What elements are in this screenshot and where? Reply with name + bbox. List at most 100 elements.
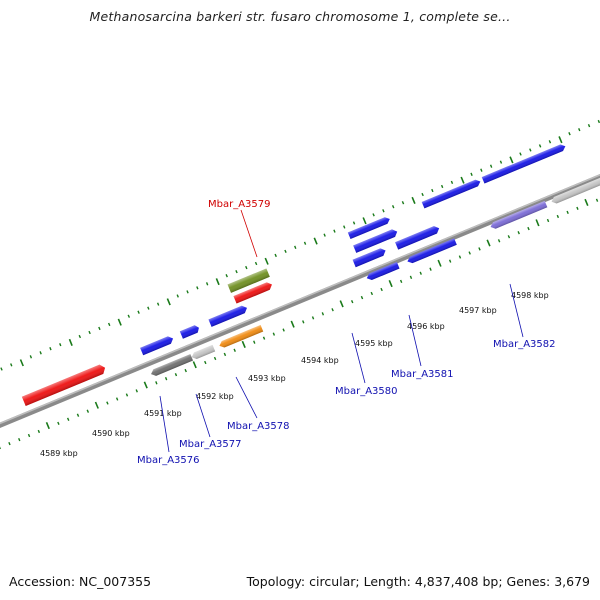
minor-tick <box>343 225 346 229</box>
minor-tick <box>225 274 228 278</box>
major-tick <box>339 300 344 308</box>
minor-tick <box>529 148 532 152</box>
kbp-label: 4595 kbp <box>355 339 393 348</box>
minor-tick <box>294 245 297 249</box>
minor-tick <box>538 144 542 148</box>
leader-lines <box>159 209 524 453</box>
gene-label-mbar-a3576[interactable]: Mbar_A3576 <box>137 455 200 466</box>
minor-tick <box>431 188 434 193</box>
major-tick <box>362 217 367 225</box>
minor-tick <box>284 249 287 253</box>
kbp-label: 4589 kbp <box>40 449 78 458</box>
gene-mbar-a3576[interactable] <box>150 354 194 377</box>
minor-tick <box>370 291 374 296</box>
gene-forward-strand[interactable] <box>21 363 107 407</box>
minor-tick <box>429 267 432 271</box>
minor-tick <box>98 326 101 331</box>
outer-tick-row <box>0 119 600 371</box>
gene-mbar-a3579[interactable] <box>233 281 273 304</box>
minor-tick <box>49 347 52 351</box>
kbp-label: 4592 kbp <box>196 392 234 401</box>
minor-tick <box>127 314 131 318</box>
kbp-label: 4590 kbp <box>92 429 130 438</box>
gene-label-mbar-a3582[interactable]: Mbar_A3582 <box>493 339 556 350</box>
gene-label-mbar-a3579[interactable]: Mbar_A3579 <box>208 199 271 210</box>
minor-tick <box>115 397 119 401</box>
minor-tick <box>568 132 571 136</box>
gene-reverse-strand[interactable] <box>550 171 600 205</box>
minor-tick <box>323 233 326 237</box>
minor-tick <box>401 201 405 205</box>
major-tick <box>411 196 416 205</box>
minor-tick <box>448 259 452 263</box>
minor-tick <box>311 316 315 320</box>
minor-tick <box>478 247 481 251</box>
minor-tick <box>419 271 422 275</box>
gene-mbar-a3581[interactable] <box>406 238 457 264</box>
map-title: Methanosarcina barkeri str. fusaro chrom… <box>89 9 511 24</box>
minor-tick <box>497 239 501 243</box>
minor-tick <box>421 192 424 197</box>
gene-forward-strand[interactable] <box>481 143 567 184</box>
minor-tick <box>458 255 462 259</box>
genome-summary-text: Topology: circular; Length: 4,837,408 bp… <box>246 574 590 589</box>
gene-forward-strand[interactable] <box>179 324 201 339</box>
minor-tick <box>18 437 21 442</box>
minor-tick <box>37 429 41 434</box>
gene-label-mbar-a3580[interactable]: Mbar_A3580 <box>335 386 398 397</box>
major-tick <box>143 381 148 389</box>
gene-label-mbar-a3577[interactable]: Mbar_A3577 <box>179 439 242 450</box>
gene-label-mbar-a3578[interactable]: Mbar_A3578 <box>227 421 290 432</box>
gene-forward-strand[interactable] <box>208 304 248 327</box>
gene-forward-strand[interactable] <box>395 225 441 250</box>
gene-mbar-a3577[interactable] <box>190 344 216 361</box>
minor-tick <box>245 265 248 270</box>
minor-tick <box>587 123 591 128</box>
gene-mbar-a3580[interactable] <box>365 262 400 281</box>
gene-mbar-a3579-outer[interactable] <box>227 268 270 293</box>
minor-tick <box>468 251 471 255</box>
minor-tick <box>254 261 258 266</box>
gene-mbar-a3578[interactable] <box>218 324 264 349</box>
gene-label-mbar-a3581[interactable]: Mbar_A3581 <box>391 369 454 380</box>
minor-tick <box>480 168 483 172</box>
gene-forward-strand[interactable] <box>353 228 399 253</box>
minor-tick <box>382 209 385 213</box>
minor-tick <box>107 322 111 327</box>
minor-tick <box>106 401 109 405</box>
gene-mbar-a3582[interactable] <box>489 200 548 230</box>
major-tick <box>94 401 99 409</box>
minor-tick <box>174 373 178 377</box>
minor-tick <box>548 140 552 144</box>
minor-tick <box>556 214 560 219</box>
minor-tick <box>321 312 325 316</box>
gene-forward-strand[interactable] <box>352 247 387 268</box>
minor-tick <box>0 367 3 371</box>
major-tick <box>45 421 50 430</box>
minor-tick <box>59 343 62 347</box>
minor-tick <box>78 334 82 339</box>
gene-forward-strand[interactable] <box>140 335 174 356</box>
minor-tick <box>399 279 403 284</box>
minor-tick <box>409 275 413 279</box>
minor-tick <box>489 164 493 168</box>
minor-tick <box>302 320 305 324</box>
minor-tick <box>360 295 364 300</box>
kbp-label: 4597 kbp <box>459 306 497 315</box>
minor-tick <box>333 229 336 233</box>
minor-tick <box>76 413 80 417</box>
minor-tick <box>380 287 383 292</box>
minor-tick <box>253 340 256 344</box>
minor-tick <box>450 180 454 185</box>
minor-tick <box>196 286 199 290</box>
inner-tick-row <box>0 198 599 450</box>
minor-tick <box>499 160 503 164</box>
chromosome-backbone <box>0 137 600 464</box>
major-tick <box>486 239 491 247</box>
minor-tick <box>546 218 550 223</box>
major-tick <box>264 257 269 265</box>
major-tick <box>192 361 197 369</box>
gene-forward-strand[interactable] <box>347 216 391 240</box>
gene-forward-strand[interactable] <box>421 178 482 209</box>
minor-tick <box>176 294 179 298</box>
